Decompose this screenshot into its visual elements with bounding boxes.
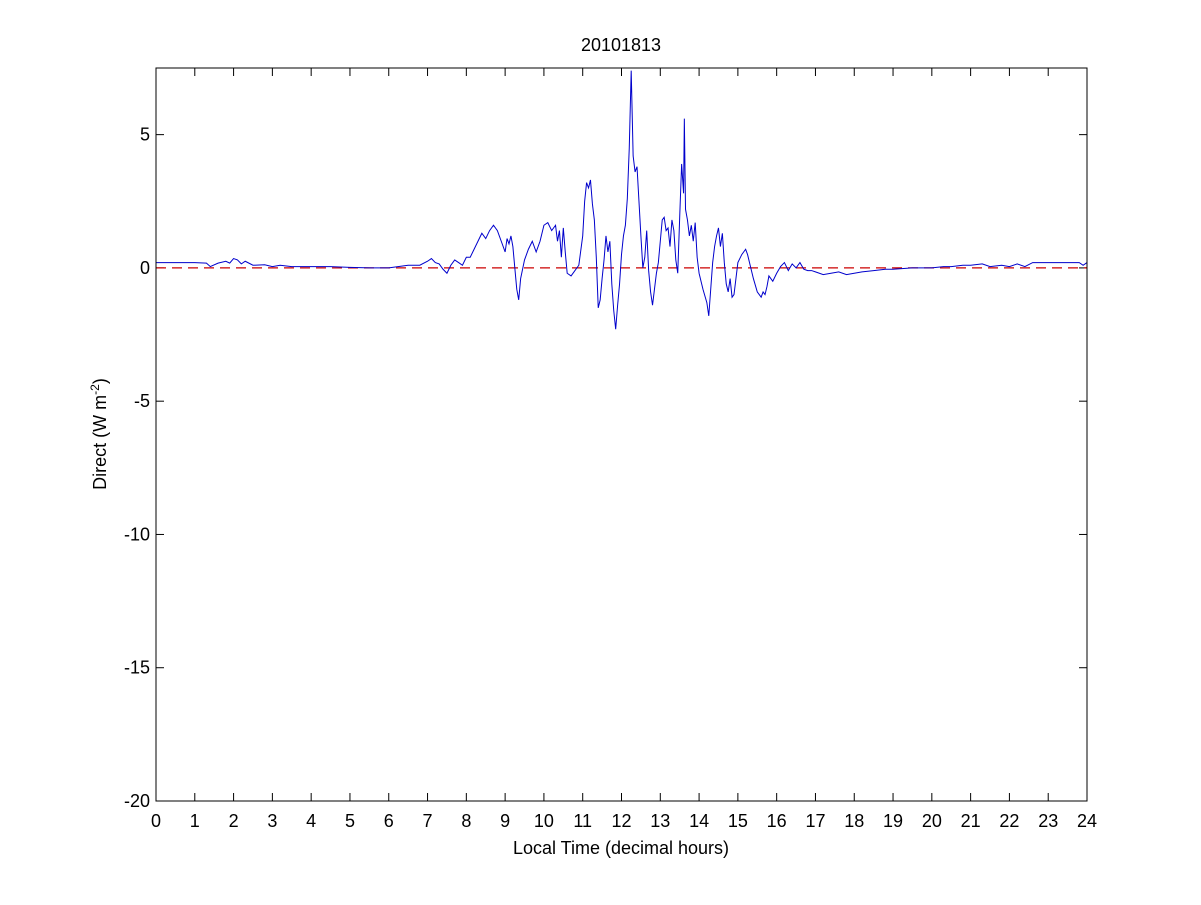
x-tick-label: 16	[767, 811, 787, 831]
x-axis-label: Local Time (decimal hours)	[513, 838, 729, 858]
x-tick-label: 7	[423, 811, 433, 831]
y-tick-label: -20	[124, 791, 150, 811]
x-tick-label: 21	[961, 811, 981, 831]
x-tick-label: 13	[650, 811, 670, 831]
plot-layer: 0 1 2 3 4 5 6 7 8 9 10 11 12 13 14 15 16 17 18 19 20 21 22 23 24…	[124, 68, 1097, 831]
x-tick-label: 22	[999, 811, 1019, 831]
x-tick-label: 2	[229, 811, 239, 831]
x-tick-label: 11	[573, 811, 592, 831]
y-tick-label: -10	[124, 524, 150, 544]
x-tick-label: 0	[151, 811, 161, 831]
plot-frame	[155, 67, 1088, 802]
y-tick-label: 0	[140, 258, 150, 278]
y-tick-label: 5	[140, 125, 150, 145]
x-tick-label: 3	[267, 811, 277, 831]
x-tick-label: 19	[883, 811, 903, 831]
x-tick-label: 17	[805, 811, 825, 831]
x-tick-label: 4	[306, 811, 316, 831]
x-tick-label: 24	[1077, 811, 1097, 831]
x-tick-label: 8	[461, 811, 471, 831]
y-axis-label-suffix: )	[90, 378, 110, 384]
y-axis-label-superscript: -2	[88, 384, 102, 395]
x-tick-label: 6	[384, 811, 394, 831]
x-tick-label: 5	[345, 811, 355, 831]
y-axis-label: Direct (W m-2)	[88, 378, 110, 490]
x-tick-label: 15	[728, 811, 748, 831]
series-line	[156, 70, 1088, 330]
x-tick-label: 23	[1038, 811, 1058, 831]
x-tick-label: 9	[500, 811, 510, 831]
chart-title: 20101813	[581, 35, 661, 55]
x-tick-label: 14	[689, 811, 709, 831]
x-tick-label: 10	[534, 811, 554, 831]
y-tick-label: -5	[134, 391, 150, 411]
y-tick-label: -15	[124, 658, 150, 678]
x-tick-label: 12	[611, 811, 631, 831]
y-axis-label-prefix: Direct (W m	[90, 395, 110, 490]
x-tick-label: 18	[844, 811, 864, 831]
x-tick-label: 20	[922, 811, 942, 831]
x-tick-label: 1	[190, 811, 200, 831]
